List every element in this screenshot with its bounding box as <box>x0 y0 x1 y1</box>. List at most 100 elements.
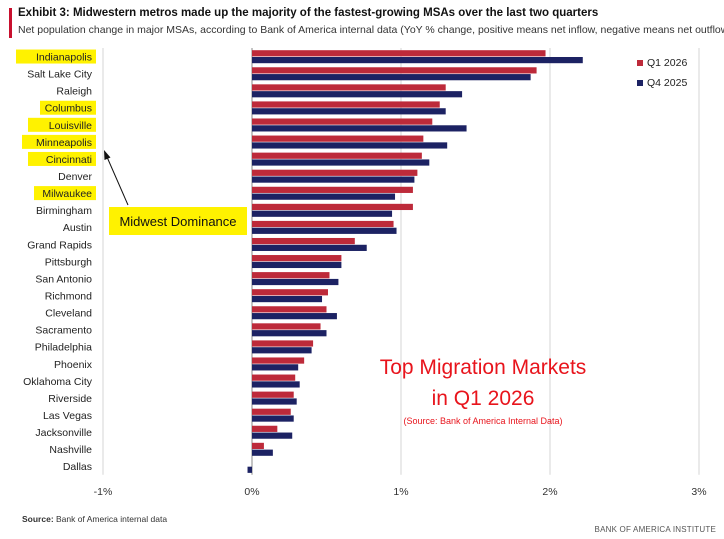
legend: Q1 2026 Q4 2025 <box>637 57 687 89</box>
bar-q4-2025 <box>252 108 446 115</box>
bar-q4-2025 <box>252 449 273 456</box>
title-accent-bar <box>9 8 12 38</box>
bar-q4-2025 <box>252 193 396 200</box>
legend-label: Q4 2025 <box>647 77 687 89</box>
bar-q1-2026 <box>252 186 413 193</box>
source-label: Source: <box>22 514 54 524</box>
bar-q1-2026 <box>252 203 413 211</box>
legend-swatch <box>637 60 643 66</box>
bar-q1-2026 <box>252 374 296 381</box>
category-label: Pittsburgh <box>45 256 92 268</box>
category-label: Las Vegas <box>43 410 92 422</box>
x-tick-label: -1% <box>94 486 113 498</box>
arrow-line <box>106 156 129 206</box>
category-label: Jacksonville <box>35 427 92 439</box>
bar-q4-2025 <box>252 91 463 98</box>
callout-arrow <box>104 150 129 206</box>
category-label: Oklahoma City <box>23 376 93 388</box>
category-label: Austin <box>63 222 92 234</box>
footer-source: Source: Bank of America internal data <box>22 514 167 524</box>
bar-q1-2026 <box>252 135 424 142</box>
bar-q1-2026 <box>252 50 546 57</box>
category-label: Grand Rapids <box>27 239 92 251</box>
bar-q4-2025 <box>252 159 430 166</box>
bar-q1-2026 <box>252 84 446 91</box>
bar-q4-2025 <box>252 313 337 320</box>
x-tick-label: 2% <box>542 486 557 498</box>
bar-q4-2025 <box>252 330 327 337</box>
bar-q4-2025 <box>252 125 467 132</box>
category-label: Indianapolis <box>36 52 92 64</box>
bar-q4-2025 <box>252 347 312 354</box>
category-highlight <box>34 186 96 201</box>
category-label: Columbus <box>45 103 92 115</box>
bars <box>247 50 583 473</box>
bar-q4-2025 <box>252 142 448 149</box>
x-tick-label: 1% <box>393 486 408 498</box>
bar-q1-2026 <box>252 391 294 398</box>
bar-q1-2026 <box>252 425 278 432</box>
chart-title: Exhibit 3: Midwestern metros made up the… <box>18 7 599 19</box>
source-text: Bank of America internal data <box>53 514 168 524</box>
category-label: Dallas <box>63 461 92 473</box>
bar-q4-2025 <box>252 398 297 405</box>
bar-q4-2025 <box>252 432 293 439</box>
chart-subtitle: Net population change in major MSAs, acc… <box>18 24 724 36</box>
category-label: Salt Lake City <box>27 69 93 81</box>
category-label: Cleveland <box>45 308 92 320</box>
category-label: Raleigh <box>56 86 92 98</box>
bar-q1-2026 <box>252 220 394 228</box>
category-label: Milwaukee <box>42 188 92 200</box>
bar-q1-2026 <box>252 67 537 74</box>
bar-q4-2025 <box>252 415 294 422</box>
bar-q1-2026 <box>252 357 305 364</box>
overlay-title: Top Migration Markets in Q1 2026 <box>365 352 601 414</box>
category-highlight <box>28 151 96 166</box>
x-tick-label: 0% <box>244 486 259 498</box>
category-highlight <box>40 100 96 115</box>
bar-q1-2026 <box>252 255 342 262</box>
bar-q1-2026 <box>252 408 291 415</box>
x-axis-ticks: -1% 0% 1% 2% 3% <box>94 486 707 498</box>
bar-q1-2026 <box>252 272 330 279</box>
bar-q1-2026 <box>252 306 327 313</box>
overlay-source: (Source: Bank of America Internal Data) <box>403 416 563 426</box>
bar-q1-2026 <box>252 169 418 176</box>
category-label: Minneapolis <box>36 137 92 149</box>
bar-q1-2026 <box>252 442 264 450</box>
bar-q4-2025 <box>252 176 415 183</box>
bar-q4-2025 <box>247 466 252 473</box>
bar-q4-2025 <box>252 364 299 371</box>
bar-q4-2025 <box>252 244 367 251</box>
bar-q1-2026 <box>252 323 321 330</box>
bar-q1-2026 <box>252 237 355 245</box>
category-label: Sacramento <box>35 325 92 337</box>
bar-q4-2025 <box>252 57 583 64</box>
category-label: Louisville <box>49 120 92 132</box>
bar-q4-2025 <box>252 295 323 303</box>
category-label: Birmingham <box>36 205 92 217</box>
x-tick-label: 3% <box>691 486 706 498</box>
category-label: Riverside <box>48 393 92 405</box>
bar-q4-2025 <box>252 210 393 217</box>
category-highlight <box>16 49 96 64</box>
brand-name: BANK OF AMERICA INSTITUTE <box>594 525 716 534</box>
category-highlight <box>28 117 96 132</box>
midwest-callout: Midwest Dominance <box>109 207 247 235</box>
category-label: San Antonio <box>35 273 92 285</box>
highlight-layer <box>16 49 96 201</box>
legend-label: Q1 2026 <box>647 57 687 69</box>
arrow-head <box>104 150 111 160</box>
legend-swatch <box>637 80 643 86</box>
overlay-title-line2: in Q1 2026 <box>431 387 535 410</box>
category-label: Phoenix <box>54 359 93 371</box>
category-label: Richmond <box>45 291 92 303</box>
bar-q4-2025 <box>252 227 397 234</box>
category-label: Denver <box>58 171 92 183</box>
overlay-title-line1: Top Migration Markets <box>379 356 587 379</box>
bar-q4-2025 <box>252 381 300 388</box>
bar-q4-2025 <box>252 74 531 81</box>
category-labels: Indianapolis Salt Lake City Raleigh Columbu… <box>23 52 93 474</box>
bar-q1-2026 <box>252 118 433 125</box>
